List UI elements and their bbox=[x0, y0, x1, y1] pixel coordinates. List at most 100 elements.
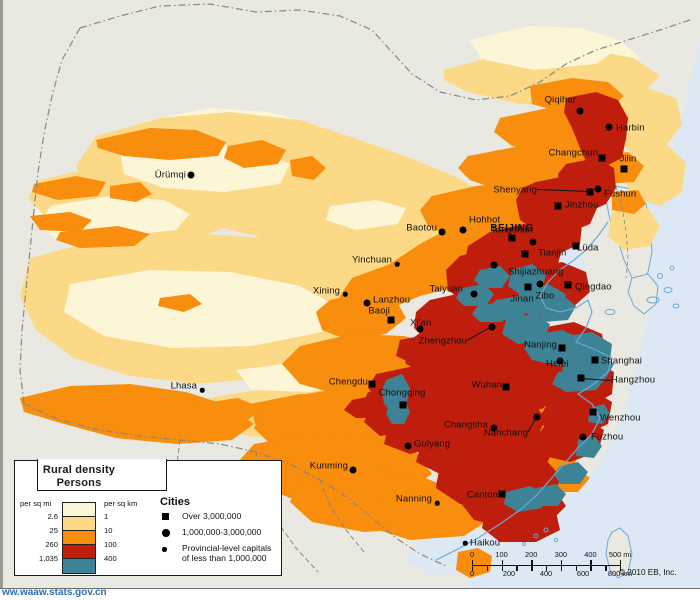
legend-city-label-1: 1,000,000-3,000,000 bbox=[182, 527, 262, 537]
scale-tick bbox=[501, 560, 503, 571]
scale-km-label: 0 bbox=[469, 569, 475, 578]
density-class-teal bbox=[382, 264, 614, 512]
city-marker-nanchang[interactable] bbox=[533, 413, 541, 421]
city-marker-changchun[interactable] bbox=[598, 154, 606, 162]
city-label-fushun: Fushun bbox=[604, 188, 637, 200]
legend-persqkm-2: 10 bbox=[104, 526, 113, 535]
city-marker-rmqi[interactable] bbox=[187, 171, 195, 179]
city-marker-qiqihar[interactable] bbox=[576, 107, 584, 115]
city-label-tangshan: Tangshan bbox=[490, 224, 533, 236]
islands bbox=[521, 265, 680, 547]
legend-swatch-1 bbox=[63, 517, 95, 531]
city-marker-nanjing[interactable] bbox=[558, 344, 566, 352]
scale-mile-label: 0 bbox=[469, 550, 475, 559]
city-label-chongqing: Chongqing bbox=[378, 387, 426, 399]
city-marker-baotou[interactable] bbox=[438, 228, 446, 236]
city-label-yinchuan: Yinchuan bbox=[351, 254, 392, 266]
city-marker-hefei[interactable] bbox=[556, 357, 564, 365]
legend-swatch-column bbox=[62, 502, 96, 574]
city-label-lhasa: Lhasa bbox=[170, 380, 197, 392]
city-label-xian: Xi'an bbox=[410, 317, 432, 329]
korea-south bbox=[627, 273, 659, 315]
legend-panel bbox=[14, 459, 282, 576]
city-label-lda: Lüda bbox=[577, 242, 599, 254]
legend-cities-header: Cities bbox=[160, 496, 190, 508]
city-label-haikou: Haikou bbox=[470, 537, 501, 549]
scale-km-label: 400 bbox=[539, 569, 553, 578]
legend-city-symbol-square bbox=[162, 513, 169, 520]
city-label-hohhot: Hohhot bbox=[469, 214, 501, 226]
city-marker-xian[interactable] bbox=[416, 325, 424, 333]
city-label-harbin: Harbin bbox=[616, 122, 645, 134]
city-marker-kunming[interactable] bbox=[349, 466, 357, 474]
city-marker-zibo[interactable] bbox=[536, 280, 544, 288]
city-marker-shijiazhuang[interactable] bbox=[490, 261, 498, 269]
scale-km-label: 600 bbox=[576, 569, 590, 578]
legend-title-line2: Persons bbox=[56, 477, 102, 489]
city-marker-tangshan[interactable] bbox=[529, 238, 537, 246]
city-marker-xining[interactable] bbox=[342, 291, 348, 297]
inner-province-borders bbox=[615, 185, 629, 279]
city-marker-jinzhou[interactable] bbox=[554, 202, 562, 210]
city-marker-beijing[interactable] bbox=[508, 234, 516, 242]
city-label-jilin: Jilin bbox=[619, 153, 637, 165]
city-marker-wuhan[interactable] bbox=[502, 383, 510, 391]
city-marker-guiyang[interactable] bbox=[404, 442, 412, 450]
city-label-kunming: Kunming bbox=[309, 460, 348, 472]
city-marker-jinan[interactable] bbox=[524, 283, 532, 291]
bottom-strip: ww.waaw.stats.gov.cn bbox=[0, 588, 700, 600]
city-marker-tianjin[interactable] bbox=[521, 250, 529, 258]
city-label-qingdao: Qingdao bbox=[575, 281, 612, 293]
city-marker-chengdu[interactable] bbox=[368, 380, 376, 388]
city-label-wuhan: Wuhan bbox=[471, 379, 502, 391]
city-marker-zhengzhou[interactable] bbox=[488, 323, 496, 331]
city-label-zibo: Zibo bbox=[535, 290, 555, 302]
scale-tick bbox=[546, 565, 548, 571]
city-marker-harbin[interactable] bbox=[605, 123, 613, 131]
ocean-pacific bbox=[470, 0, 700, 588]
city-label-canton: Canton bbox=[466, 489, 498, 501]
legend-city-symbol-small-dot bbox=[162, 547, 167, 552]
city-label-zhengzhou: Zhengzhou bbox=[418, 335, 467, 347]
city-label-beijing: BEIJING bbox=[490, 223, 534, 234]
city-label-baoji: Baoji bbox=[368, 305, 390, 317]
city-marker-fuzhou[interactable] bbox=[579, 433, 587, 441]
city-marker-nanning[interactable] bbox=[434, 500, 440, 506]
city-marker-chongqing[interactable] bbox=[399, 401, 407, 409]
city-marker-lanzhou[interactable] bbox=[363, 299, 371, 307]
city-marker-yinchuan[interactable] bbox=[394, 261, 400, 267]
city-marker-canton[interactable] bbox=[498, 490, 506, 498]
city-label-qiqihar: Qiqihar bbox=[544, 94, 576, 106]
scale-mile-label: 100 bbox=[495, 550, 508, 559]
city-marker-baoji[interactable] bbox=[387, 316, 395, 324]
coastline bbox=[435, 221, 613, 561]
scale-tick bbox=[472, 560, 474, 571]
legend-city-label-0: Over 3,000,000 bbox=[182, 511, 242, 521]
city-marker-changsha[interactable] bbox=[490, 424, 498, 432]
city-label-xining: Xining bbox=[312, 285, 340, 297]
legend-left-header: per sq mi bbox=[20, 499, 52, 508]
city-marker-taiyuan[interactable] bbox=[470, 290, 478, 298]
city-marker-shenyang[interactable] bbox=[586, 188, 594, 196]
legend-swatch-4 bbox=[63, 559, 95, 573]
scale-tick bbox=[516, 565, 518, 571]
city-label-lanzhou: Lanzhou bbox=[373, 294, 411, 306]
hainan-island bbox=[456, 548, 492, 578]
city-marker-haikou[interactable] bbox=[462, 540, 468, 546]
city-marker-shanghai[interactable] bbox=[591, 356, 599, 364]
city-marker-hohhot[interactable] bbox=[459, 226, 467, 234]
scale-tick bbox=[590, 560, 592, 571]
legend-persqkm-4: 400 bbox=[104, 554, 117, 563]
scale-tick bbox=[620, 560, 622, 571]
city-marker-qingdao[interactable] bbox=[564, 281, 572, 289]
city-marker-wenzhou[interactable] bbox=[589, 408, 597, 416]
city-marker-lhasa[interactable] bbox=[199, 387, 205, 393]
city-marker-fushun[interactable] bbox=[594, 185, 602, 193]
city-marker-lda[interactable] bbox=[572, 242, 580, 250]
copyright-notice: © 2010 EB, Inc. bbox=[619, 568, 677, 577]
city-label-shijiazhuang: Shijiazhuang bbox=[508, 266, 564, 278]
city-marker-jilin[interactable] bbox=[620, 165, 628, 173]
legend-right-header: per sq km bbox=[104, 499, 138, 508]
